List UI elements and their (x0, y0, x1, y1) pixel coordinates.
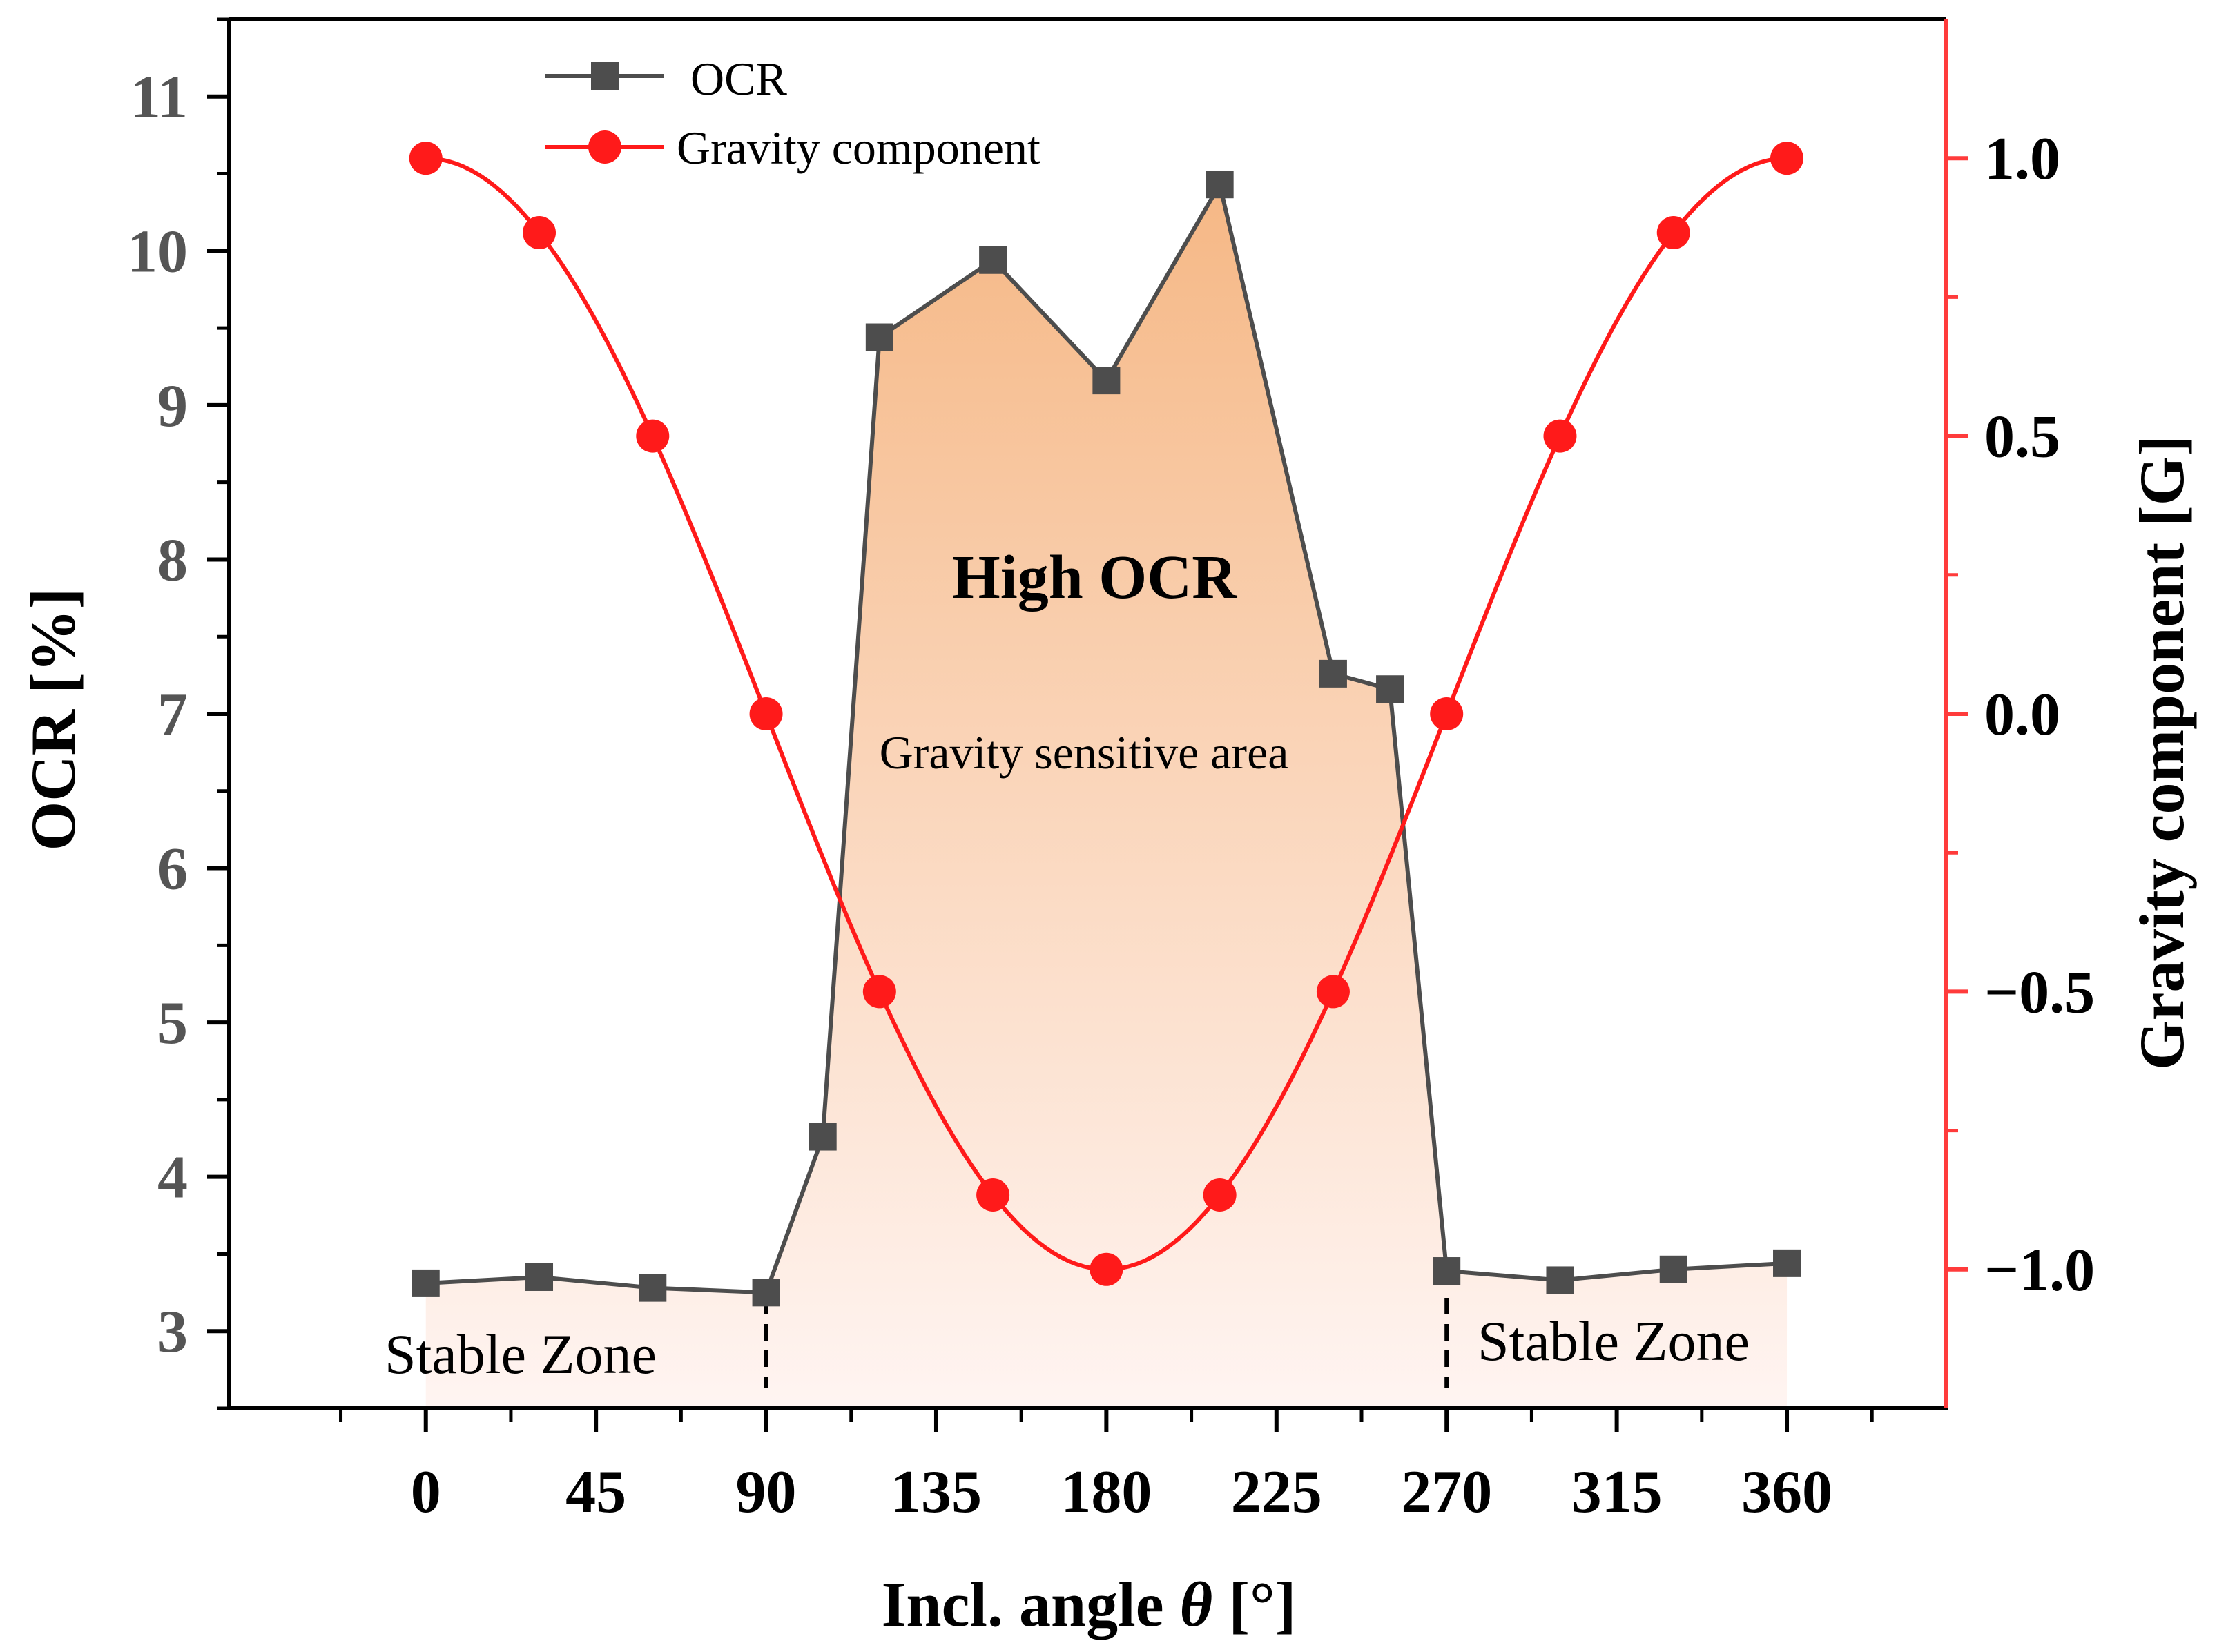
y-tick-label-7: 7 (157, 681, 188, 748)
y2-tick-label-0: 0.0 (1984, 681, 2060, 748)
y2-tick-label--1: −1.0 (1984, 1237, 2095, 1304)
gravity-point-240 (1316, 975, 1350, 1009)
x-tick-label-315: 315 (1571, 1459, 1663, 1526)
y-axis-label-right: Gravity component [G] (2127, 435, 2197, 1070)
gravity-point-270 (1430, 697, 1464, 730)
y2-tick-label-0.5: 0.5 (1984, 404, 2060, 471)
gravity-point-210 (1203, 1178, 1237, 1212)
x-tick-label-135: 135 (891, 1459, 982, 1526)
x-tick-label-270: 270 (1401, 1459, 1492, 1526)
legend-marker-ocr (591, 62, 619, 90)
ocr-point-330 (1659, 1255, 1687, 1283)
y-tick-label-6: 6 (157, 836, 188, 903)
gravity-point-0 (409, 142, 443, 175)
gravity-point-60 (636, 419, 670, 453)
ocr-point-270 (1433, 1257, 1461, 1285)
annotation-stable-zone-left: Stable Zone (385, 1323, 657, 1386)
annotation-stable-zone-right: Stable Zone (1478, 1310, 1750, 1372)
gravity-point-30 (523, 216, 556, 250)
x-axis-label: Incl. angle θ [°] (882, 1569, 1297, 1640)
y-axis-label-left: OCR [%] (18, 588, 88, 851)
y-tick-label-9: 9 (157, 373, 188, 440)
y-tick-label-11: 11 (130, 64, 188, 131)
ocr-point-180 (1092, 367, 1121, 395)
gravity-point-90 (749, 697, 783, 730)
ocr-point-0 (412, 1269, 440, 1297)
y-tick-label-4: 4 (157, 1145, 188, 1212)
gravity-point-180 (1090, 1252, 1123, 1286)
ocr-point-120 (865, 323, 893, 351)
ocr-point-300 (1546, 1266, 1574, 1294)
ocr-point-105 (809, 1123, 837, 1151)
annotation-gravity-sensitive-area: Gravity sensitive area (880, 726, 1289, 779)
x-tick-label-90: 90 (736, 1459, 797, 1526)
gravity-point-120 (862, 975, 896, 1009)
x-tick-label-360: 360 (1741, 1459, 1832, 1526)
y-tick-label-10: 10 (127, 218, 188, 285)
x-tick-label-0: 0 (411, 1459, 441, 1526)
ocr-point-360 (1773, 1249, 1801, 1277)
y-tick-label-8: 8 (157, 527, 188, 594)
ocr-area-fill (425, 184, 1788, 1408)
gravity-point-150 (976, 1178, 1010, 1212)
ocr-point-255 (1376, 675, 1404, 703)
ocr-point-150 (979, 246, 1007, 274)
y-tick-label-5: 5 (157, 990, 188, 1057)
ocr-point-210 (1206, 171, 1234, 199)
ocr-point-90 (752, 1279, 780, 1307)
ocr-point-240 (1319, 659, 1347, 688)
legend-label-ocr: OCR (690, 52, 787, 105)
annotation-high-ocr: High OCR (952, 543, 1238, 612)
x-tick-label-225: 225 (1231, 1459, 1322, 1526)
ocr-point-30 (525, 1263, 554, 1291)
x-tick-label-45: 45 (565, 1459, 626, 1526)
y-tick-label-3: 3 (157, 1299, 188, 1366)
gravity-point-300 (1543, 419, 1577, 453)
y2-tick-label-1: 1.0 (1984, 126, 2060, 193)
gravity-point-360 (1770, 142, 1804, 175)
legend-marker-gravity (588, 130, 621, 164)
ocr-point-60 (639, 1274, 667, 1302)
y2-tick-label--0.5: −0.5 (1984, 959, 2095, 1026)
x-tick-label-180: 180 (1061, 1459, 1152, 1526)
gravity-point-330 (1656, 216, 1690, 250)
legend-label-gravity: Gravity component (677, 122, 1040, 174)
